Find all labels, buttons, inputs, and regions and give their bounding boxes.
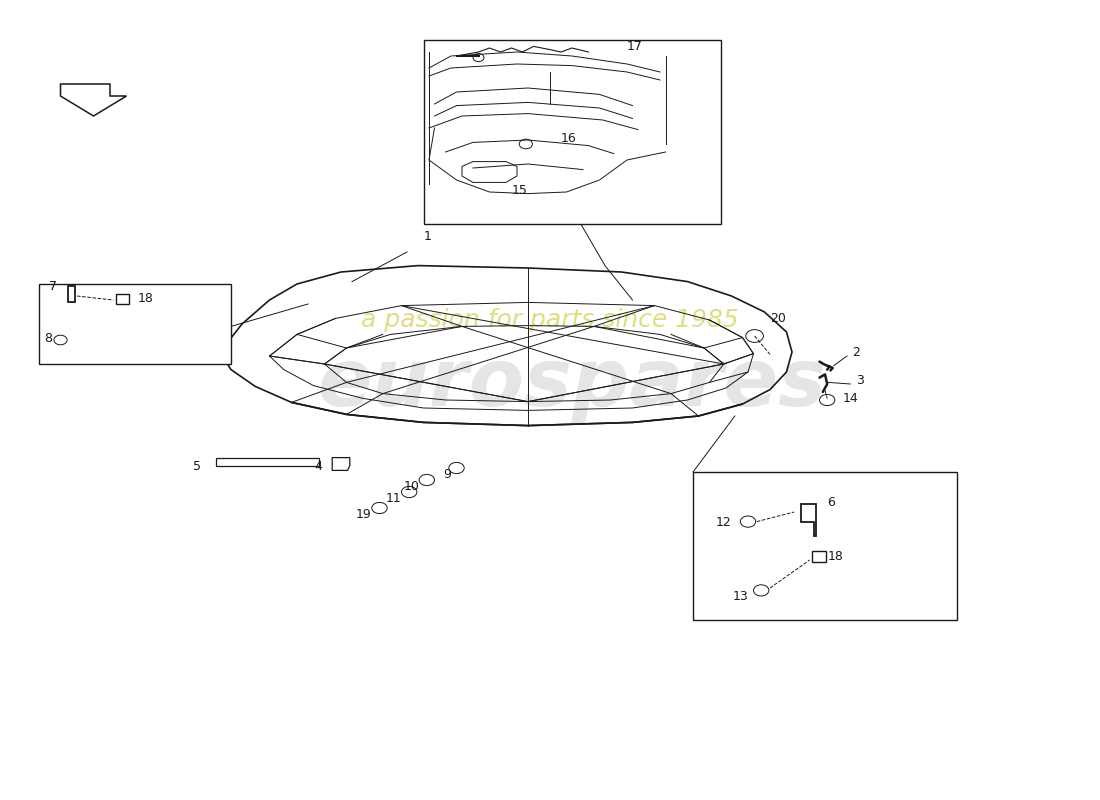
Text: 10: 10: [404, 480, 419, 494]
Text: 1: 1: [424, 230, 431, 243]
Text: 7: 7: [50, 279, 57, 293]
Text: 14: 14: [843, 392, 858, 406]
Bar: [39, 284, 231, 364]
Text: 2: 2: [852, 346, 860, 359]
Text: 9: 9: [443, 468, 451, 482]
Bar: [693, 472, 957, 620]
Text: 19: 19: [356, 509, 372, 522]
Text: a passion for parts since 1985: a passion for parts since 1985: [361, 308, 739, 332]
Text: 12: 12: [716, 517, 732, 530]
Text: 5: 5: [194, 459, 201, 473]
Bar: [424, 40, 720, 224]
Text: 17: 17: [627, 39, 642, 53]
Text: 15: 15: [512, 184, 527, 197]
Text: 20: 20: [770, 312, 785, 325]
Text: 4: 4: [315, 461, 322, 474]
Bar: [812, 551, 826, 562]
Text: 3: 3: [856, 374, 864, 387]
Text: 18: 18: [827, 550, 843, 563]
Text: 18: 18: [138, 292, 153, 305]
Bar: [116, 294, 129, 304]
Text: 16: 16: [561, 133, 576, 146]
Text: 13: 13: [733, 590, 748, 603]
Text: eurospares: eurospares: [318, 345, 826, 423]
Text: 8: 8: [44, 333, 52, 346]
Text: 6: 6: [827, 495, 835, 509]
Text: 11: 11: [386, 491, 402, 505]
